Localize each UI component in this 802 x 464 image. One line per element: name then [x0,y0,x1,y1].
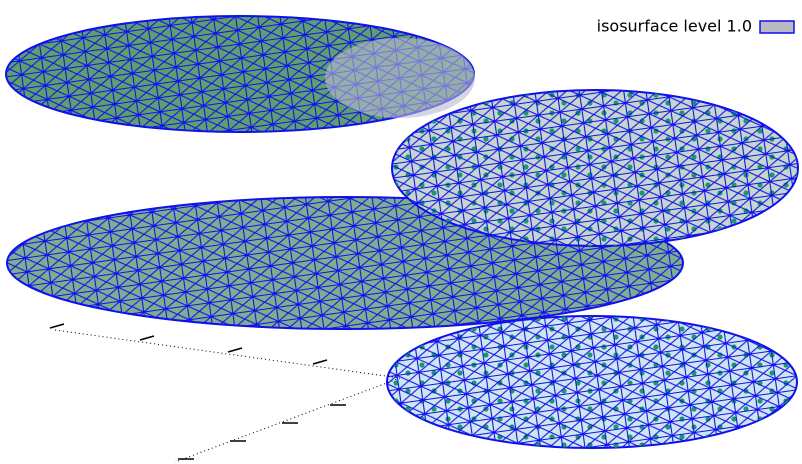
axis [49,323,401,463]
legend-swatch [759,20,795,34]
legend-label: isosurface level 1.0 [597,17,752,36]
legend-background [540,12,800,42]
surface [5,15,799,449]
